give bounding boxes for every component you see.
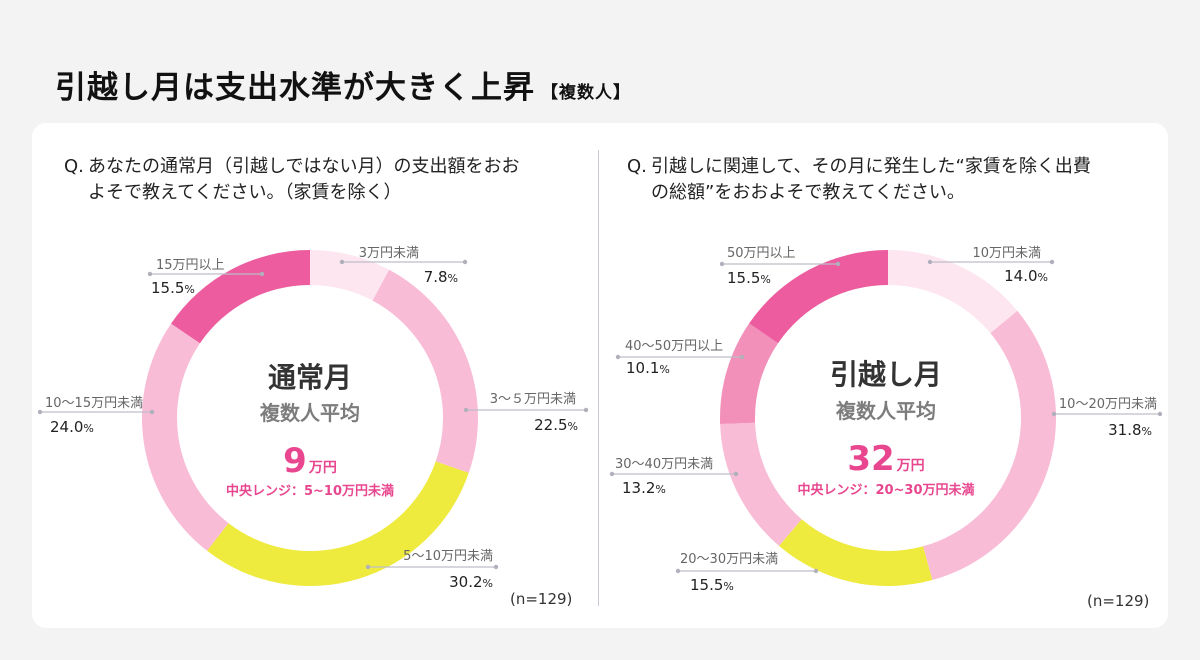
left-slice-3 — [207, 461, 469, 587]
right-slice-value-label-2: 31.8% — [1108, 421, 1152, 439]
right-question-prefix: Q. — [627, 156, 647, 177]
right-leader-dot-6-2 — [835, 261, 841, 267]
left-median-range: 中央レンジ：5~10万円未満 — [226, 483, 394, 499]
left-slice-value-label-5: 15.5% — [151, 279, 195, 297]
left-donut-chart — [141, 250, 478, 587]
left-slice-5 — [171, 250, 310, 344]
right-leader-dot-4-1 — [609, 471, 615, 477]
right-average-value: 32 — [847, 439, 894, 479]
left-slice-category-label-4: 10～15万円未満 — [45, 396, 143, 411]
right-question-line2: の総額”をおおよそで教えてください。 — [627, 180, 1091, 206]
right-leader-dot-2-1 — [1051, 411, 1057, 417]
left-leader-dot-4-1 — [37, 409, 43, 415]
right-average-unit: 万円 — [896, 458, 925, 474]
page-title-tag: 【複数人】 — [541, 83, 631, 103]
right-slice-value-label-4: 13.2% — [622, 479, 666, 497]
left-slice-category-label-5: 15万円以上 — [156, 258, 225, 273]
right-leader-dot-2-2 — [1157, 411, 1163, 417]
left-question: Q. あなたの通常月（引越しではない月）の支出額をおお よそで教えてください。（家… — [64, 154, 519, 206]
right-leader-dot-5-2 — [739, 354, 745, 360]
right-slice-2 — [923, 310, 1056, 581]
right-question-text1: 引越しに関連して、その月に発生した“家賃を除く出費 — [651, 156, 1091, 177]
left-question-line2: よそで教えてください。（家賃を除く） — [64, 180, 519, 206]
panel-divider — [598, 150, 599, 606]
right-slice-category-label-5: 40～50万円以上 — [625, 339, 723, 354]
right-median-range: 中央レンジ：20~30万円未満 — [797, 482, 974, 498]
right-slice-5 — [720, 323, 779, 425]
right-center-title: 引越し月 — [830, 358, 942, 391]
left-n-count: (n=129) — [510, 590, 573, 608]
right-slice-labels: 10万円未満 14.0% 10～20万円未満 31.8% 20～30万円未満 15.5% 3… — [609, 246, 1163, 594]
left-question-text1: あなたの通常月（引越しではない月）の支出額をおお — [88, 156, 520, 177]
page-title: 引越し月は支出水準が大きく上昇 【複数人】 — [55, 62, 631, 107]
right-leader-dot-6-1 — [719, 261, 725, 267]
left-leader-dot-2-1 — [463, 407, 469, 413]
left-slice-4 — [141, 323, 229, 551]
left-question-text2: よそで教えてください。（家賃を除く） — [88, 182, 402, 203]
right-slice-6 — [749, 250, 888, 344]
left-slice-value-label-2: 22.5% — [534, 416, 578, 434]
right-leader-dot-3-2 — [813, 568, 819, 574]
right-leader-dot-1-1 — [927, 259, 933, 265]
right-center-labels: 引越し月 複数人平均 32 万円 中央レンジ：20~30万円未満 — [797, 358, 974, 498]
right-donut-chart — [720, 250, 1056, 587]
right-slice-category-label-6: 50万円以上 — [727, 246, 796, 261]
right-slice-value-label-5: 10.1% — [626, 359, 670, 377]
left-question-line1: Q. あなたの通常月（引越しではない月）の支出額をおお — [64, 154, 519, 180]
right-leader-dot-5-1 — [615, 354, 621, 360]
left-slice-1 — [310, 250, 390, 301]
left-leader-dot-1-2 — [462, 259, 468, 265]
left-leader-dot-2-2 — [583, 407, 589, 413]
right-leader-dot-1-2 — [1049, 259, 1055, 265]
right-slice-value-label-1: 14.0% — [1004, 267, 1048, 285]
left-slice-category-label-2: 3～５万円未満 — [490, 392, 576, 407]
right-slice-value-label-3: 15.5% — [690, 576, 734, 594]
right-slice-category-label-4: 30～40万円未満 — [615, 457, 713, 472]
left-leader-dot-4-2 — [149, 409, 155, 415]
left-leader-dot-3-1 — [365, 564, 371, 570]
right-slice-category-label-3: 20～30万円未満 — [680, 552, 778, 567]
left-leader-dot-3-2 — [493, 564, 499, 570]
left-question-prefix: Q. — [64, 156, 84, 177]
right-slice-1 — [888, 250, 1018, 334]
left-center-labels: 通常月 複数人平均 9 万円 中央レンジ：5~10万円未満 — [226, 361, 394, 499]
right-leader-dot-3-1 — [675, 568, 681, 574]
right-slice-category-label-2: 10～20万円未満 — [1059, 397, 1157, 412]
left-slice-category-label-3: 5～10万円未満 — [403, 549, 493, 564]
left-center-title: 通常月 — [268, 361, 352, 394]
left-slice-value-label-4: 24.0% — [50, 418, 94, 436]
left-average-unit: 万円 — [308, 460, 337, 476]
left-leader-dot-1-1 — [339, 259, 345, 265]
right-slice-value-label-6: 15.5% — [727, 269, 771, 287]
right-leader-dot-4-2 — [733, 471, 739, 477]
left-average-value: 9 — [283, 441, 307, 481]
left-slice-value-label-3: 30.2% — [449, 573, 493, 591]
right-center-subtitle: 複数人平均 — [836, 399, 936, 423]
right-question-line1: Q. 引越しに関連して、その月に発生した“家賃を除く出費 — [627, 154, 1091, 180]
right-n-count: (n=129) — [1087, 592, 1150, 610]
left-slice-value-label-1: 7.8% — [424, 268, 458, 286]
right-slice-3 — [778, 519, 933, 587]
left-leader-dot-5-1 — [147, 271, 153, 277]
right-question-text2: の総額”をおおよそで教えてください。 — [651, 182, 965, 203]
left-center-subtitle: 複数人平均 — [260, 401, 360, 425]
left-slice-category-label-1: 3万円未満 — [359, 246, 419, 261]
left-slice-labels: 3万円未満 7.8% 3～５万円未満 22.5% 5～10万円未満 30.2% 10～15万… — [37, 246, 589, 591]
right-average: 32 万円 — [847, 439, 924, 479]
page-title-main: 引越し月は支出水準が大きく上昇 — [55, 70, 535, 106]
left-average: 9 万円 — [283, 441, 337, 481]
left-slice-2 — [372, 269, 478, 473]
right-slice-category-label-1: 10万円未満 — [972, 246, 1041, 261]
left-leader-dot-5-2 — [259, 271, 265, 277]
right-slice-4 — [720, 422, 802, 546]
right-question: Q. 引越しに関連して、その月に発生した“家賃を除く出費 の総額”をおおよそで教え… — [627, 154, 1091, 206]
